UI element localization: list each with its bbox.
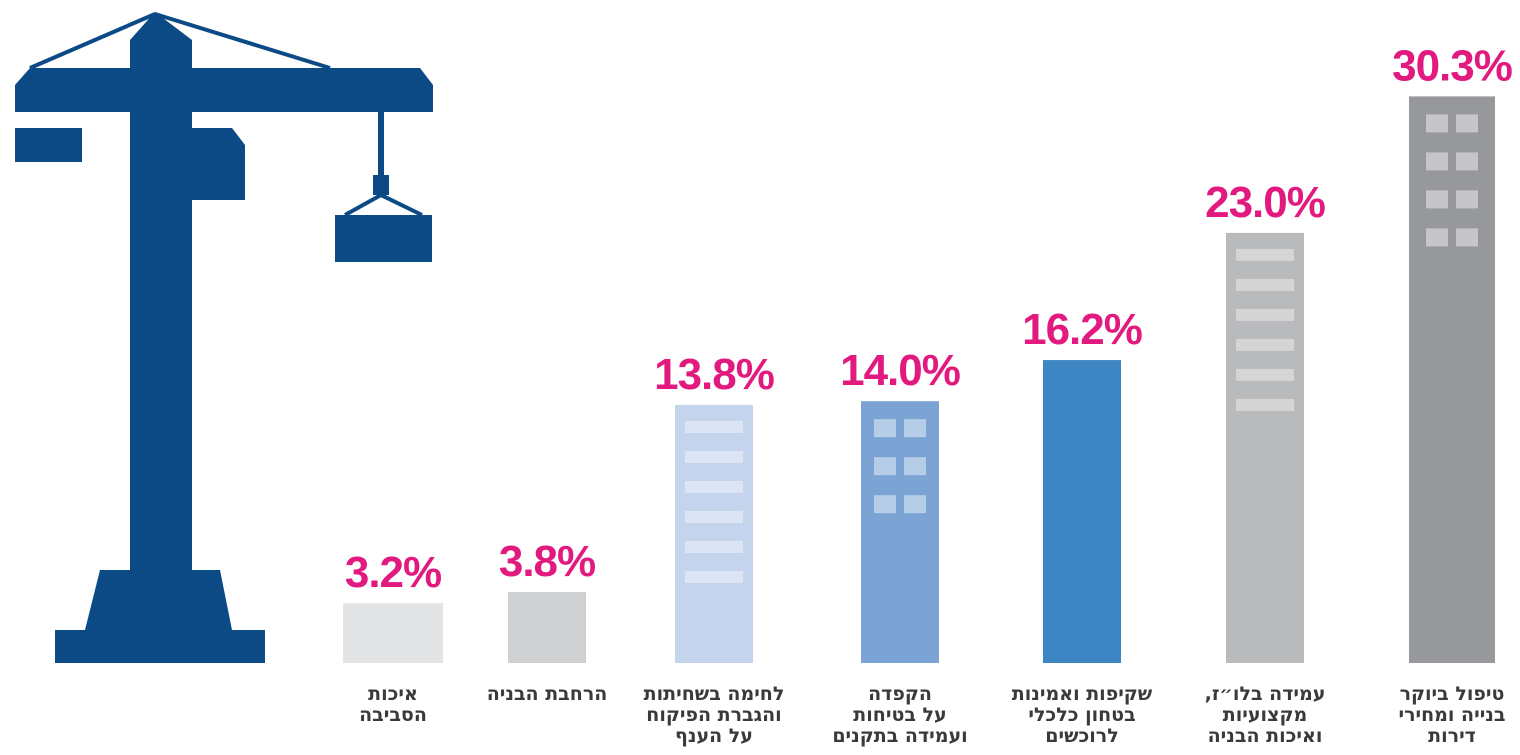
bar-decoration xyxy=(904,495,926,514)
bar-decoration xyxy=(874,457,896,476)
value-label: 16.2% xyxy=(1022,305,1142,354)
bar-decoration xyxy=(1426,114,1448,133)
category-label: איכות הסביבה xyxy=(359,683,427,726)
bar-decoration xyxy=(1426,190,1448,209)
bar-decoration xyxy=(1236,278,1294,291)
bar xyxy=(675,404,753,663)
bar-decoration xyxy=(1426,152,1448,171)
crane-platform xyxy=(55,630,265,663)
crane-load xyxy=(335,215,432,262)
crane-illustration xyxy=(15,12,433,663)
crane-cab xyxy=(192,128,245,200)
crane-base xyxy=(85,570,232,630)
bar xyxy=(343,603,443,663)
bar-decoration xyxy=(1236,248,1294,261)
bar-decoration xyxy=(904,457,926,476)
bar xyxy=(1409,96,1495,663)
category-label: לחימה בשחיתות והגברת הפיקוח על הענף xyxy=(643,683,785,747)
bar xyxy=(1226,232,1304,663)
value-label: 23.0% xyxy=(1205,178,1325,227)
bar-decoration xyxy=(685,510,743,523)
category-label: שקיפות ואמינות בטחון כלכלי לרוכשים xyxy=(1011,683,1153,747)
bar-decoration xyxy=(685,480,743,493)
value-label: 3.2% xyxy=(345,548,441,597)
crane-sling xyxy=(344,192,423,217)
bar-decoration xyxy=(685,540,743,553)
crane-cable xyxy=(378,112,384,176)
value-label: 30.3% xyxy=(1392,41,1512,90)
bar-decoration xyxy=(1456,152,1478,171)
category-label: הרחבת הבניה xyxy=(486,683,608,705)
category-label: הקפדה על בטיחות ועמידה בתקנים xyxy=(832,683,968,747)
value-label: 3.8% xyxy=(499,537,595,586)
bar-decoration xyxy=(1236,308,1294,321)
crane-rope xyxy=(154,12,331,70)
crane-counterweight xyxy=(15,128,82,162)
category-label: טיפול ביוקר בנייה ומחירי דירות xyxy=(1398,683,1506,747)
bar-decoration xyxy=(685,420,743,433)
crane-jib xyxy=(15,68,433,112)
bar-decoration xyxy=(1456,114,1478,133)
crane-hook xyxy=(373,175,389,195)
bar-decoration xyxy=(1236,338,1294,351)
category-label: עמידה בלו״ז, מקצועיות ואיכות הבניה xyxy=(1204,683,1326,747)
value-label: 14.0% xyxy=(840,346,960,395)
bar-decoration xyxy=(1236,368,1294,381)
bar-decoration xyxy=(904,419,926,438)
bar-decoration xyxy=(1426,228,1448,247)
bar-decoration xyxy=(1456,228,1478,247)
bar-decoration xyxy=(874,495,896,514)
bar-decoration xyxy=(874,419,896,438)
crane-ropes xyxy=(29,12,423,217)
bar-decoration xyxy=(685,450,743,463)
crane-mast xyxy=(130,12,192,600)
value-label: 13.8% xyxy=(654,350,774,399)
bar-decoration xyxy=(1456,190,1478,209)
bar xyxy=(861,401,939,663)
crane-rope xyxy=(29,12,156,70)
bar-decoration xyxy=(1236,398,1294,411)
bar xyxy=(1043,360,1121,663)
bar xyxy=(508,591,586,663)
bar-decoration xyxy=(685,570,743,583)
